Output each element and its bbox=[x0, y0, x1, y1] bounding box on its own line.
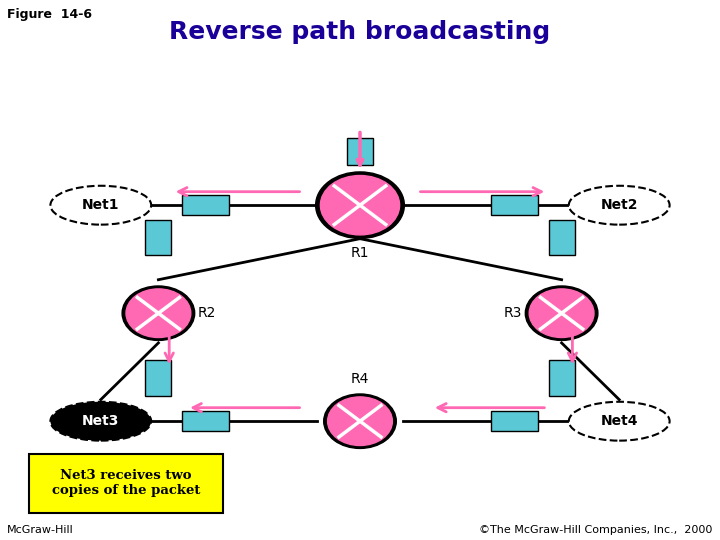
FancyBboxPatch shape bbox=[145, 220, 171, 255]
Text: Net4: Net4 bbox=[600, 414, 638, 428]
Text: Net3 receives two
copies of the packet: Net3 receives two copies of the packet bbox=[52, 469, 200, 497]
Circle shape bbox=[328, 397, 392, 445]
FancyBboxPatch shape bbox=[549, 220, 575, 255]
Ellipse shape bbox=[50, 186, 151, 225]
Text: McGraw-Hill: McGraw-Hill bbox=[7, 524, 74, 535]
Ellipse shape bbox=[569, 402, 670, 441]
FancyBboxPatch shape bbox=[491, 411, 539, 431]
Text: Net1: Net1 bbox=[82, 198, 120, 212]
FancyBboxPatch shape bbox=[29, 454, 223, 513]
Circle shape bbox=[320, 176, 400, 235]
FancyBboxPatch shape bbox=[491, 195, 539, 215]
Circle shape bbox=[126, 289, 191, 338]
Ellipse shape bbox=[569, 186, 670, 225]
Circle shape bbox=[324, 394, 396, 448]
FancyBboxPatch shape bbox=[181, 195, 228, 215]
Circle shape bbox=[526, 286, 598, 340]
Circle shape bbox=[315, 172, 405, 239]
FancyBboxPatch shape bbox=[181, 411, 228, 431]
FancyBboxPatch shape bbox=[145, 361, 171, 395]
Text: R4: R4 bbox=[351, 372, 369, 386]
Text: Reverse path broadcasting: Reverse path broadcasting bbox=[169, 21, 551, 44]
Text: Net2: Net2 bbox=[600, 198, 638, 212]
Text: Figure  14-6: Figure 14-6 bbox=[7, 8, 92, 21]
Circle shape bbox=[529, 289, 594, 338]
Text: R3: R3 bbox=[503, 306, 522, 320]
Text: ©The McGraw-Hill Companies, Inc.,  2000: ©The McGraw-Hill Companies, Inc., 2000 bbox=[480, 524, 713, 535]
Ellipse shape bbox=[50, 402, 151, 441]
Circle shape bbox=[122, 286, 194, 340]
Text: Net3: Net3 bbox=[82, 414, 120, 428]
FancyBboxPatch shape bbox=[549, 361, 575, 395]
Text: R2: R2 bbox=[198, 306, 217, 320]
Text: R1: R1 bbox=[351, 246, 369, 260]
FancyBboxPatch shape bbox=[347, 138, 373, 165]
